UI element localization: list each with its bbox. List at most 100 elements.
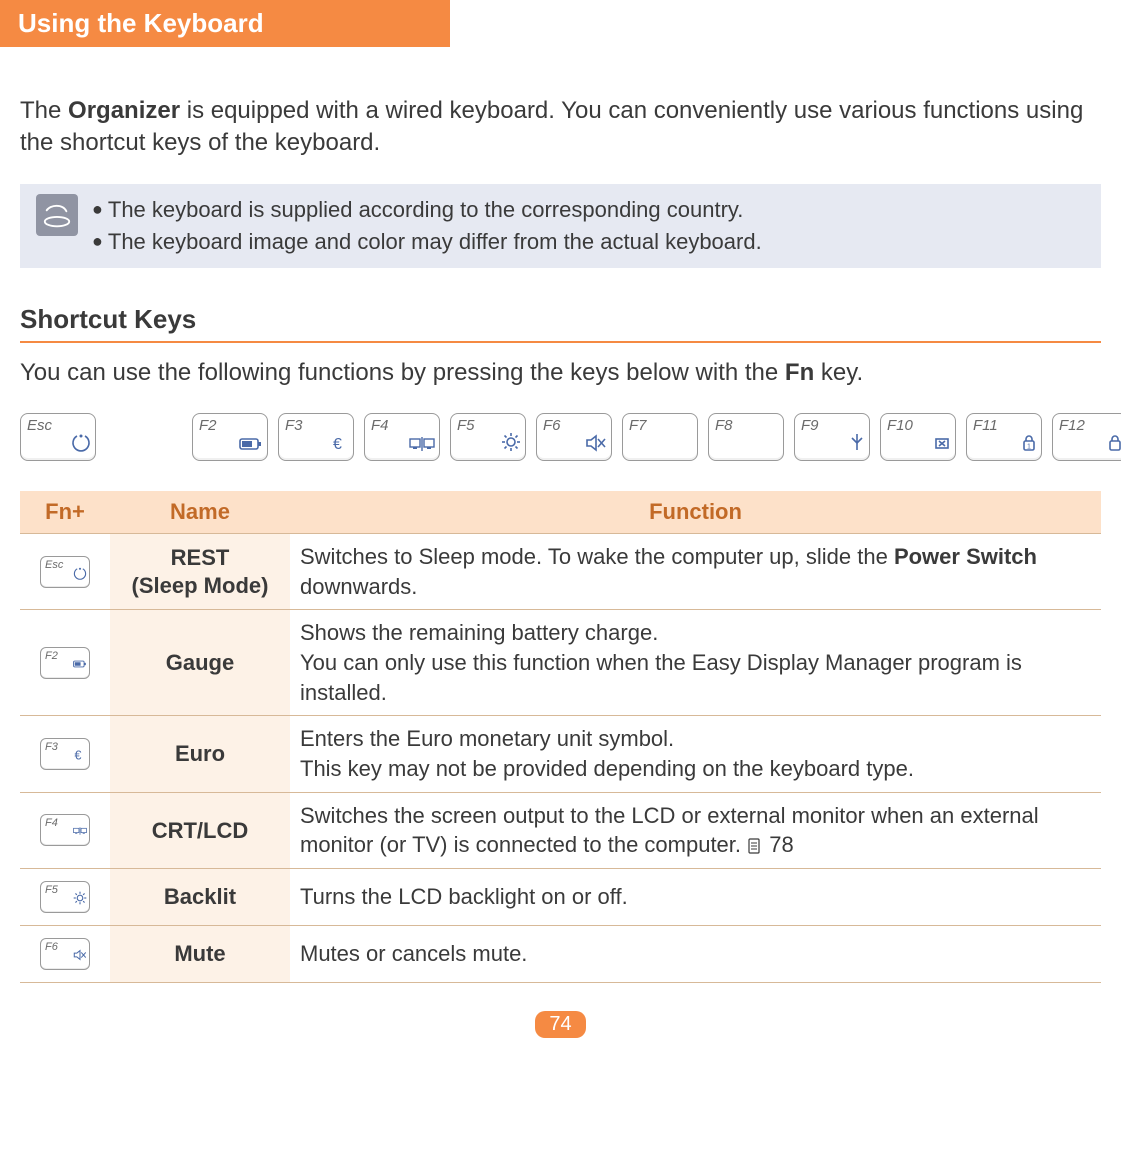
mini-keycap-f6: F6	[40, 938, 90, 970]
key-label: F10	[887, 417, 913, 434]
page-number: 74	[535, 1011, 585, 1038]
subheading: Shortcut Keys	[20, 304, 1101, 343]
key-icon: €	[331, 434, 349, 457]
sub-desc-bold: Fn	[785, 359, 814, 386]
key-label: F3	[285, 417, 303, 434]
key-label: F6	[543, 417, 561, 434]
keycap-f8: F8	[708, 413, 784, 461]
keycap-f10: F10	[880, 413, 956, 461]
keycap-f6: F6	[536, 413, 612, 461]
key-icon	[239, 436, 263, 457]
key-label: F4	[45, 817, 58, 829]
key-icon	[73, 885, 87, 911]
table-name-cell: Mute	[110, 926, 290, 983]
key-icon	[73, 651, 87, 677]
key-label: Esc	[45, 559, 63, 571]
key-label: F5	[45, 884, 58, 896]
table-row: F3 € EuroEnters the Euro monetary unit sym…	[20, 716, 1101, 792]
keycap-f2: F2	[192, 413, 268, 461]
note-item: The keyboard image and color may differ …	[92, 226, 762, 258]
note-box: The keyboard is supplied according to th…	[20, 184, 1101, 268]
table-name-cell: Gauge	[110, 610, 290, 716]
table-header-fn: Fn+	[20, 491, 110, 534]
keycap-f9: F9	[794, 413, 870, 461]
key-icon	[73, 942, 87, 968]
key-icon	[409, 436, 435, 457]
intro-rest: is equipped with a wired keyboard. You c…	[20, 97, 1083, 156]
key-label: F12	[1059, 417, 1085, 434]
sub-desc-prefix: You can use the following functions by p…	[20, 359, 785, 386]
sub-desc-suffix: key.	[814, 359, 863, 386]
mini-keycap-esc: Esc	[40, 556, 90, 588]
table-function-cell: Mutes or cancels mute.	[290, 926, 1101, 983]
table-name-cell: CRT/LCD	[110, 792, 290, 868]
key-icon: €	[73, 742, 87, 768]
table-key-cell: F6	[20, 926, 110, 983]
table-function-cell: Turns the LCD backlight on or off.	[290, 869, 1101, 926]
table-header-function: Function	[290, 491, 1101, 534]
intro-bold: Organizer	[68, 97, 180, 124]
key-label: F11	[973, 417, 998, 434]
key-icon	[849, 432, 865, 457]
key-icon	[71, 432, 91, 457]
mini-keycap-f3: F3 €	[40, 738, 90, 770]
mini-keycap-f4: F4	[40, 814, 90, 846]
key-icon	[501, 432, 521, 457]
table-key-cell: F4	[20, 792, 110, 868]
key-icon	[73, 560, 87, 586]
key-label: F9	[801, 417, 819, 434]
note-item: The keyboard is supplied according to th…	[92, 194, 762, 226]
mini-keycap-f2: F2	[40, 647, 90, 679]
key-icon	[73, 818, 87, 844]
table-key-cell: F2	[20, 610, 110, 716]
key-icon: 1	[1021, 434, 1037, 457]
keycap-f12: F12	[1052, 413, 1121, 461]
svg-text:1: 1	[1027, 443, 1031, 450]
table-name-cell: Backlit	[110, 869, 290, 926]
keycap-f7: F7	[622, 413, 698, 461]
table-row: F6 MuteMutes or cancels mute.	[20, 926, 1101, 983]
keycap-esc: Esc	[20, 413, 96, 461]
note-icon	[36, 194, 78, 236]
keycap-f11: F11 1	[966, 413, 1042, 461]
table-function-cell: Switches to Sleep mode. To wake the comp…	[290, 533, 1101, 609]
shortcut-table: Fn+ Name Function EscREST(Sleep Mode)Swi…	[20, 491, 1101, 983]
table-key-cell: F3 €	[20, 716, 110, 792]
key-gap	[106, 413, 182, 461]
key-icon	[1107, 434, 1121, 457]
key-icon	[585, 434, 607, 457]
key-label: F2	[45, 650, 58, 662]
function-key-row: Esc F2 F3 € F4 F5 F6 F7 F8 F9 F10 F11 1 F12	[20, 413, 1101, 461]
intro-prefix: The	[20, 97, 68, 124]
keycap-f4: F4	[364, 413, 440, 461]
key-label: F2	[199, 417, 217, 434]
table-function-cell: Switches the screen output to the LCD or…	[290, 792, 1101, 868]
table-row: F2GaugeShows the remaining battery charg…	[20, 610, 1101, 716]
mini-keycap-f5: F5	[40, 881, 90, 913]
table-name-cell: Euro	[110, 716, 290, 792]
sub-description: You can use the following functions by p…	[20, 357, 1101, 389]
key-label: F3	[45, 741, 58, 753]
svg-text:€: €	[75, 749, 82, 762]
svg-text:€: €	[333, 436, 342, 452]
key-label: F6	[45, 941, 58, 953]
section-header: Using the Keyboard	[0, 0, 450, 47]
table-row: F4 CRT/LCDSwitches the screen output to t…	[20, 792, 1101, 868]
table-header-name: Name	[110, 491, 290, 534]
note-list: The keyboard is supplied according to th…	[92, 194, 762, 258]
key-label: Esc	[27, 417, 52, 434]
keycap-f3: F3 €	[278, 413, 354, 461]
key-icon	[933, 434, 951, 457]
page-ref-icon	[747, 832, 761, 848]
key-label: F4	[371, 417, 389, 434]
key-label: F8	[715, 417, 733, 434]
table-key-cell: Esc	[20, 533, 110, 609]
page-footer: 74	[20, 983, 1101, 1038]
key-label: F5	[457, 417, 475, 434]
table-row: F5 BacklitTurns the LCD backlight on or o…	[20, 869, 1101, 926]
keycap-f5: F5	[450, 413, 526, 461]
key-label: F7	[629, 417, 647, 434]
table-function-cell: Enters the Euro monetary unit symbol.Thi…	[290, 716, 1101, 792]
intro-paragraph: The Organizer is equipped with a wired k…	[20, 95, 1101, 160]
table-row: EscREST(Sleep Mode)Switches to Sleep mod…	[20, 533, 1101, 609]
